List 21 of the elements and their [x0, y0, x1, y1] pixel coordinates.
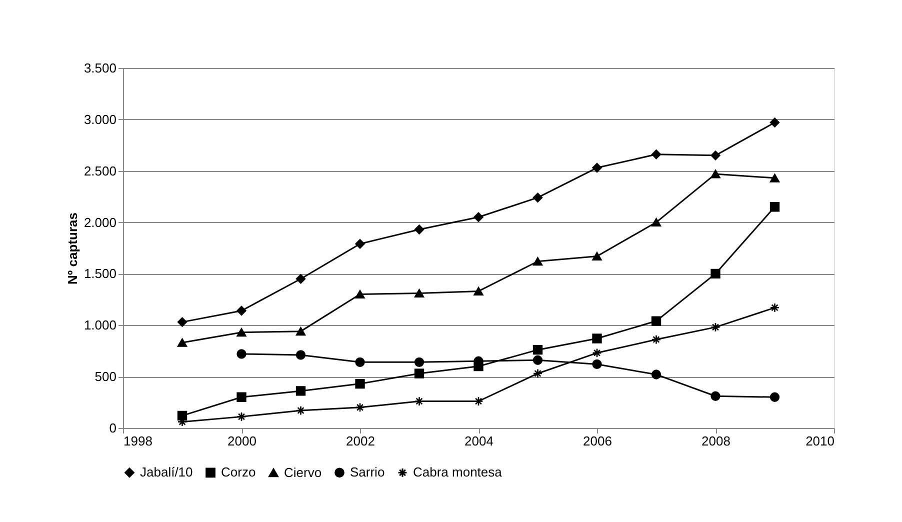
x-tick-label: 2010 — [806, 434, 834, 448]
x-tick-label: 2004 — [464, 434, 494, 448]
x-tick-label: 2008 — [702, 434, 730, 448]
x-tick-label: 2000 — [228, 434, 256, 448]
legend-label: Corzo — [221, 464, 256, 480]
y-tick-label: 1.000 — [84, 318, 116, 333]
legend-label: Ciervo — [284, 464, 322, 480]
y-tick-label: 2.500 — [84, 163, 116, 178]
y-tick-label: 3.000 — [84, 112, 116, 127]
y-tick-label: 2.000 — [84, 214, 116, 230]
legend-label: Sarrio — [350, 464, 385, 480]
y-tick-label: 0 — [109, 420, 116, 436]
y-axis-title: Nº capturas — [64, 212, 80, 284]
x-tick-label: 1998 — [124, 434, 152, 448]
y-tick-label: 500 — [94, 369, 116, 384]
legend-label: Cabra montesa — [413, 464, 503, 480]
y-tick-label: 1.500 — [84, 266, 116, 282]
x-tick-label: 2006 — [583, 434, 612, 448]
legend-label: Jabalí/10 — [140, 464, 193, 480]
x-tick-label: 2002 — [346, 434, 375, 448]
y-tick-label: 3.500 — [84, 60, 116, 76]
